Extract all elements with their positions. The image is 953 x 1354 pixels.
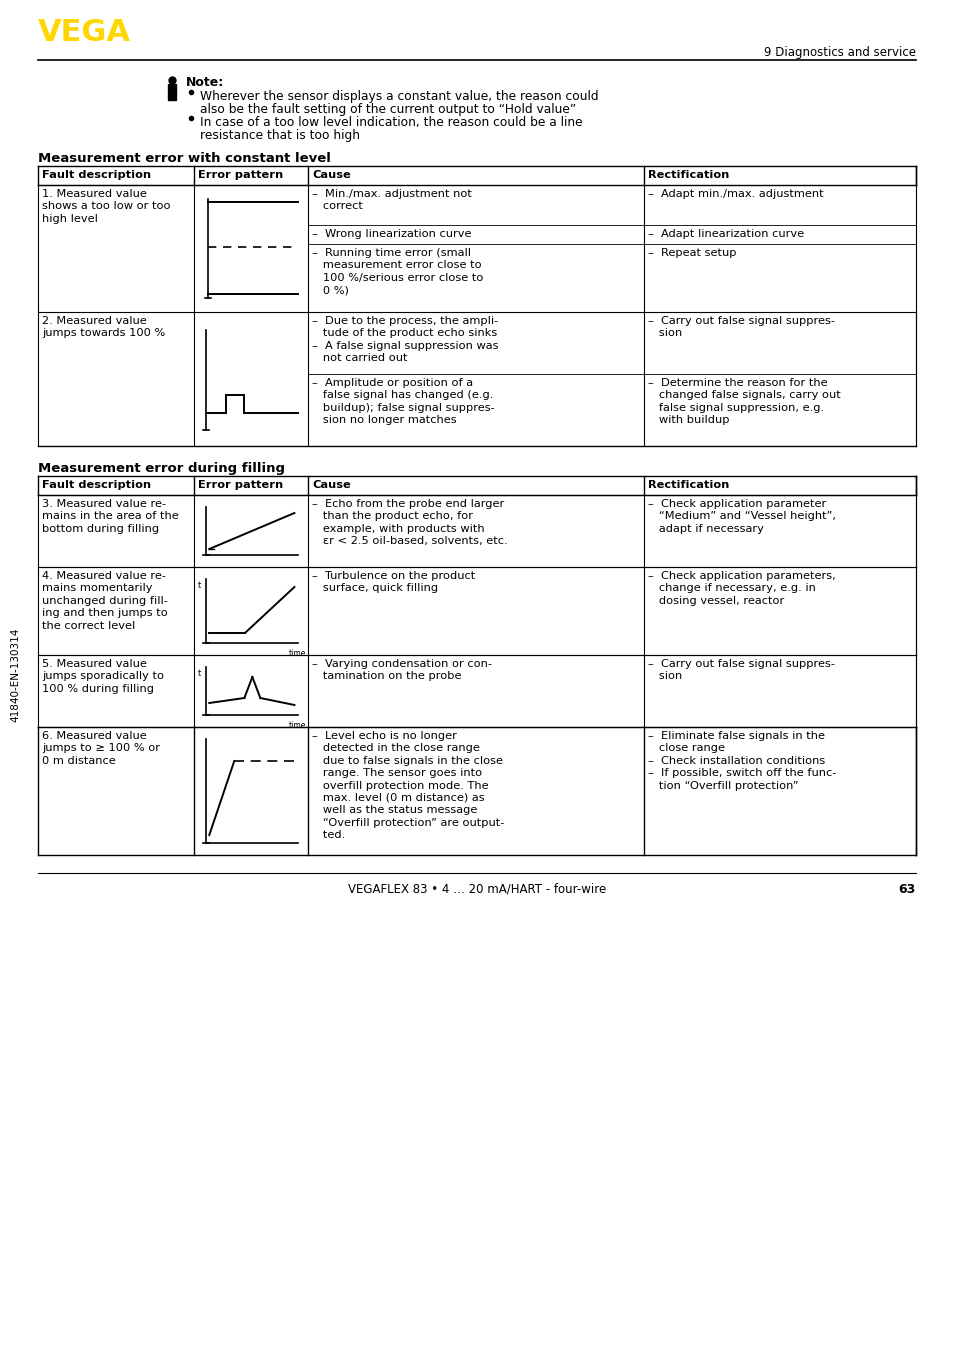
Text: –  Turbulence on the product
   surface, quick filling: – Turbulence on the product surface, qui… [312,571,476,593]
Text: also be the fault setting of the current output to “Hold value”: also be the fault setting of the current… [200,103,576,116]
Text: –  Carry out false signal suppres-
   sion: – Carry out false signal suppres- sion [647,659,834,681]
Text: –  Varying condensation or con-
   tamination on the probe: – Varying condensation or con- taminatio… [312,659,492,681]
Text: 5. Measured value
jumps sporadically to
100 % during filling: 5. Measured value jumps sporadically to … [42,659,164,693]
Text: time: time [288,649,306,658]
Text: –  Determine the reason for the
   changed false signals, carry out
   false sig: – Determine the reason for the changed f… [647,378,840,425]
Text: –  Amplitude or position of a
   false signal has changed (e.g.
   buildup); fal: – Amplitude or position of a false signa… [312,378,495,425]
Text: Note:: Note: [186,76,224,89]
FancyBboxPatch shape [168,84,175,100]
Text: Fault description: Fault description [42,481,151,490]
Text: Wherever the sensor displays a constant value, the reason could: Wherever the sensor displays a constant … [200,89,598,103]
Text: t: t [198,669,201,678]
Text: resistance that is too high: resistance that is too high [200,129,359,142]
Text: –  Check application parameter
   “Medium” and “Vessel height”,
   adapt if nece: – Check application parameter “Medium” a… [647,500,835,533]
Text: 4. Measured value re-
mains momentarily
unchanged during fill-
ing and then jump: 4. Measured value re- mains momentarily … [42,571,168,631]
Text: 3. Measured value re-
mains in the area of the
bottom during filling: 3. Measured value re- mains in the area … [42,500,178,533]
Text: –  Eliminate false signals in the
   close range
–  Check installation condition: – Eliminate false signals in the close r… [647,731,836,791]
Text: 63: 63 [898,883,915,896]
Text: –  Due to the process, the ampli-
   tude of the product echo sinks
–  A false s: – Due to the process, the ampli- tude of… [312,315,498,363]
Text: –  Level echo is no longer
   detected in the close range
   due to false signal: – Level echo is no longer detected in th… [312,731,504,841]
Text: –  Repeat setup: – Repeat setup [647,248,736,259]
Text: Error pattern: Error pattern [198,481,283,490]
Text: –  Min./max. adjustment not
   correct: – Min./max. adjustment not correct [312,190,472,211]
Text: Measurement error with constant level: Measurement error with constant level [38,152,331,165]
Text: Measurement error during filling: Measurement error during filling [38,462,285,475]
Text: 2. Measured value
jumps towards 100 %: 2. Measured value jumps towards 100 % [42,315,165,338]
Text: In case of a too low level indication, the reason could be a line: In case of a too low level indication, t… [200,116,582,129]
Text: time: time [288,720,306,730]
Text: VEGAFLEX 83 • 4 … 20 mA/HART - four-wire: VEGAFLEX 83 • 4 … 20 mA/HART - four-wire [348,883,605,896]
Text: –  Check application parameters,
   change if necessary, e.g. in
   dosing vesse: – Check application parameters, change i… [647,571,835,605]
Text: –  Echo from the probe end larger
   than the product echo, for
   example, with: – Echo from the probe end larger than th… [312,500,508,546]
Text: –  Adapt linearization curve: – Adapt linearization curve [647,229,803,240]
Text: Error pattern: Error pattern [198,171,283,180]
Text: –  Carry out false signal suppres-
   sion: – Carry out false signal suppres- sion [647,315,834,338]
Text: 9 Diagnostics and service: 9 Diagnostics and service [763,46,915,60]
Text: Cause: Cause [312,481,351,490]
Text: VEGA: VEGA [38,18,131,47]
Text: Cause: Cause [312,171,351,180]
Text: Fault description: Fault description [42,171,151,180]
Text: Rectification: Rectification [647,171,728,180]
Text: 41840-EN-130314: 41840-EN-130314 [10,628,20,722]
Text: Rectification: Rectification [647,481,728,490]
Text: 6. Measured value
jumps to ≥ 100 % or
0 m distance: 6. Measured value jumps to ≥ 100 % or 0 … [42,731,160,766]
Text: t: t [198,581,201,590]
Text: 1. Measured value
shows a too low or too
high level: 1. Measured value shows a too low or too… [42,190,171,223]
Text: –  Running time error (small
   measurement error close to
   100 %/serious erro: – Running time error (small measurement … [312,248,483,295]
Text: –  Wrong linearization curve: – Wrong linearization curve [312,229,472,240]
Text: –  Adapt min./max. adjustment: – Adapt min./max. adjustment [647,190,822,199]
